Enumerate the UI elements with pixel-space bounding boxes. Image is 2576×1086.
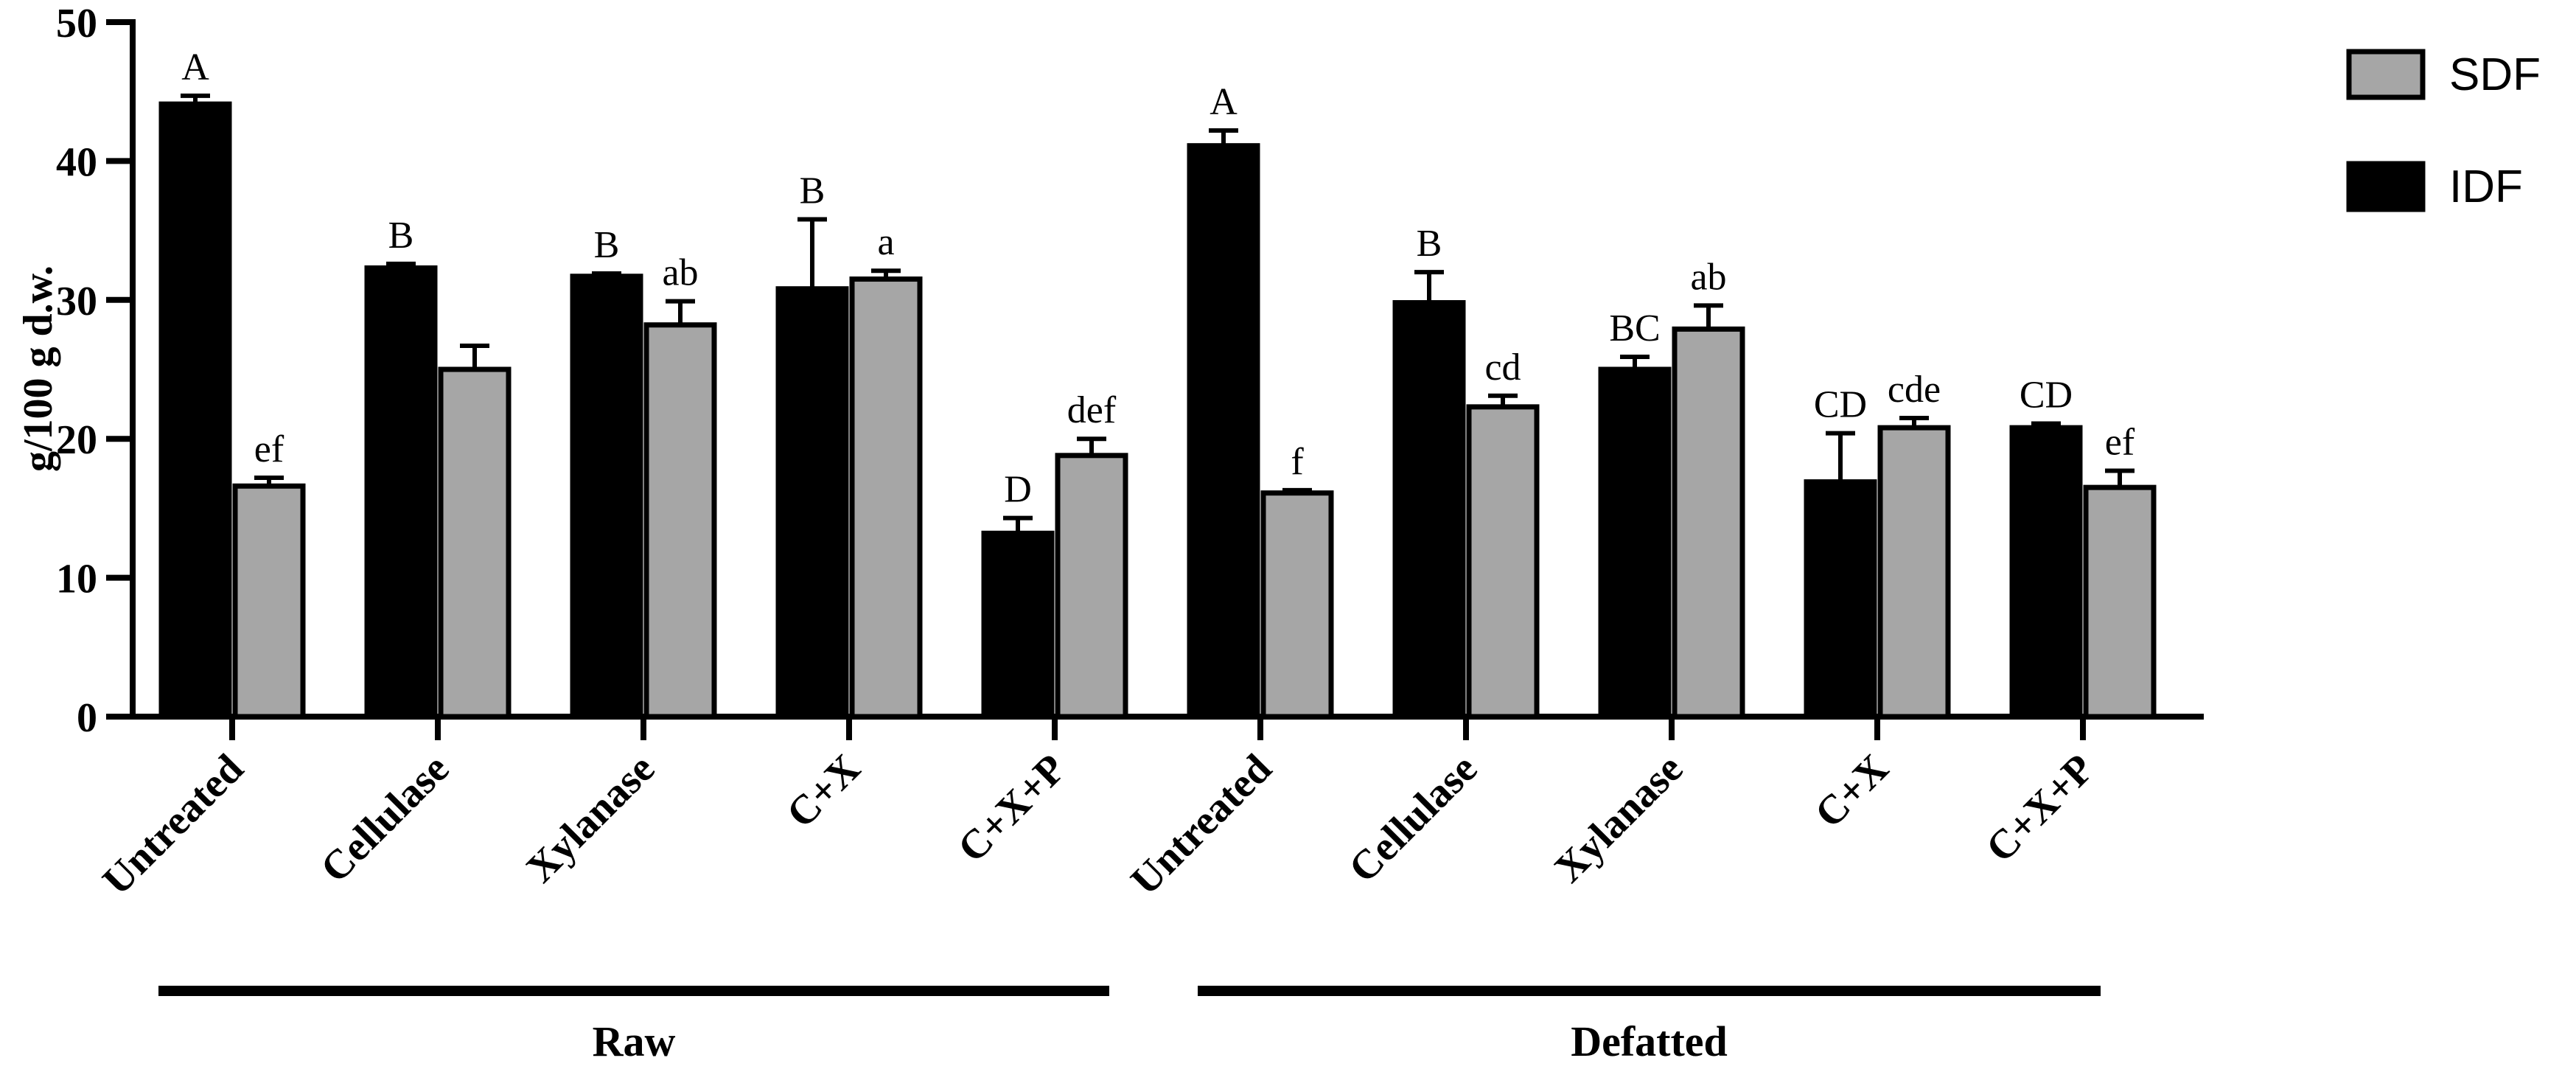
significance-letter: B — [1417, 223, 1442, 265]
bar-idf — [1598, 366, 1672, 720]
y-tick-label: 50 — [56, 1, 97, 46]
legend: SDF IDF — [2346, 49, 2541, 212]
legend-label-idf: IDF — [2449, 161, 2523, 212]
bar-idf — [775, 286, 849, 720]
y-tick-label: 0 — [77, 695, 97, 741]
y-axis-label: g/100 g d.w. — [15, 265, 61, 472]
significance-letter: A — [181, 46, 209, 88]
significance-letter: f — [1291, 441, 1304, 483]
bar-sdf — [643, 322, 717, 720]
significance-letter: def — [1067, 389, 1117, 431]
bar-idf — [570, 274, 643, 720]
significance-letter: ab — [1690, 256, 1726, 298]
x-tick-label: C+X+P — [949, 745, 1075, 871]
x-tick-label: Xylanase — [1546, 745, 1692, 891]
x-tick-label: Xylanase — [517, 745, 663, 891]
bar-idf — [981, 530, 1055, 720]
bar-sdf — [1055, 453, 1128, 720]
significance-letter: B — [800, 170, 825, 212]
x-tick-label: C+X — [1807, 745, 1898, 837]
legend-label-sdf: SDF — [2449, 49, 2541, 100]
significance-letter: ef — [2105, 422, 2135, 464]
bar-sdf — [1466, 404, 1540, 720]
bars — [158, 93, 2157, 720]
bar-idf — [2009, 425, 2083, 720]
bar-sdf — [1672, 326, 1745, 720]
y-tick-label: 40 — [56, 139, 97, 185]
bar-sdf — [2083, 484, 2157, 720]
legend-swatch-idf — [2346, 161, 2426, 212]
x-tick-label: Untreated — [1123, 745, 1281, 904]
bar-sdf — [1260, 490, 1334, 720]
bar-idf — [158, 101, 232, 720]
x-tick-label: C+X — [778, 745, 870, 837]
bar-idf — [364, 265, 438, 720]
significance-letter: D — [1004, 469, 1032, 511]
bar-sdf — [1877, 425, 1951, 720]
x-tick-label: C+X+P — [1978, 745, 2103, 871]
significance-letter: B — [388, 215, 414, 257]
significance-letter: A — [1210, 81, 1238, 123]
x-tick-label: Cellulase — [1340, 745, 1486, 891]
bar-idf — [1392, 300, 1466, 720]
significance-letter: ab — [662, 252, 698, 294]
significance-letter: cd — [1484, 347, 1521, 389]
x-tick-label: Untreated — [94, 745, 253, 904]
significance-letter: CD — [2020, 374, 2073, 416]
legend-swatch-sdf — [2346, 49, 2426, 100]
significance-letter: ef — [254, 428, 285, 470]
bar-sdf — [849, 276, 923, 720]
bar-sdf — [438, 366, 512, 720]
y-tick-label: 10 — [56, 557, 97, 602]
significance-letter: BC — [1609, 307, 1660, 349]
significance-letter: cde — [1888, 369, 1941, 411]
bar-sdf — [232, 483, 306, 720]
y-tick-label: 20 — [56, 417, 97, 463]
group-label-defatted: Defatted — [1571, 1017, 1728, 1065]
x-tick-label: Cellulase — [312, 745, 458, 891]
y-tick-label: 30 — [56, 279, 97, 324]
bar-idf — [1804, 479, 1877, 720]
bar-idf — [1187, 143, 1260, 720]
significance-letter: a — [877, 221, 894, 263]
significance-letter: CD — [1814, 384, 1867, 426]
significance-letter: B — [594, 224, 620, 266]
group-label-raw: Raw — [593, 1017, 676, 1065]
